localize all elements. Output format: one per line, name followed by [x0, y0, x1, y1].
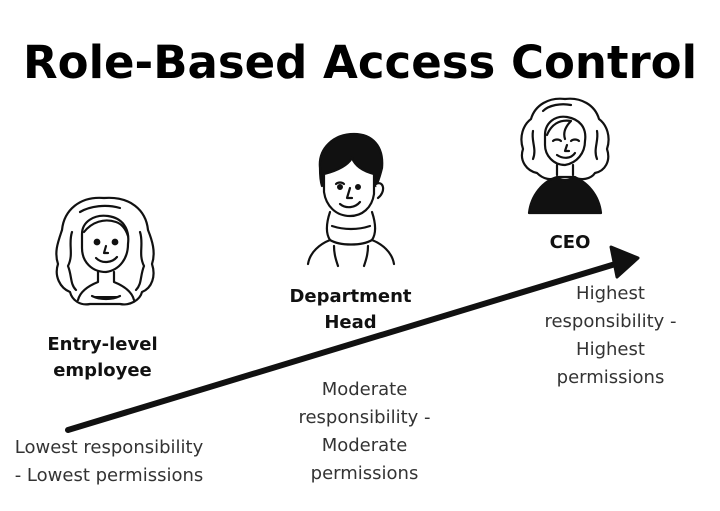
role-label-line: Head	[324, 312, 377, 333]
role-description-line: - Lowest permissions	[14, 465, 204, 486]
diagram-title: Role-Based Access Control	[23, 36, 697, 89]
role-label-line: Entry-level	[47, 334, 158, 355]
role-label-line: Department	[289, 286, 412, 307]
role-description-line: Lowest responsibility	[14, 437, 204, 458]
department-head-avatar	[300, 128, 400, 270]
arrowhead-icon	[609, 245, 640, 279]
role-description-line: responsibility -	[298, 407, 431, 428]
role-label-department-head: Department Head	[278, 284, 423, 336]
role-label-line: CEO	[549, 232, 591, 253]
entry-level-avatar	[50, 192, 160, 312]
role-label-ceo: CEO	[535, 230, 605, 256]
role-description-line: responsibility -	[544, 311, 677, 332]
person-curly-hair-icon	[520, 97, 610, 215]
role-description-line: Moderate	[321, 379, 408, 400]
role-description-line: Highest	[576, 283, 645, 304]
role-description-line: permissions	[310, 463, 419, 484]
role-description-entry-level: Lowest responsibility - Lowest permissio…	[4, 434, 214, 490]
ceo-avatar	[515, 95, 615, 219]
man-turtleneck-icon	[306, 132, 396, 268]
role-description-line: Highest	[576, 339, 645, 360]
role-label-entry-level: Entry-level employee	[30, 332, 175, 384]
role-description-ceo: Highest responsibility - Highest permiss…	[528, 280, 693, 392]
woman-wavy-hair-icon	[55, 196, 155, 306]
role-description-department-head: Moderate responsibility - Moderate permi…	[282, 376, 447, 488]
role-description-line: Moderate	[321, 435, 408, 456]
role-description-line: permissions	[556, 367, 665, 388]
role-label-line: employee	[53, 360, 152, 381]
